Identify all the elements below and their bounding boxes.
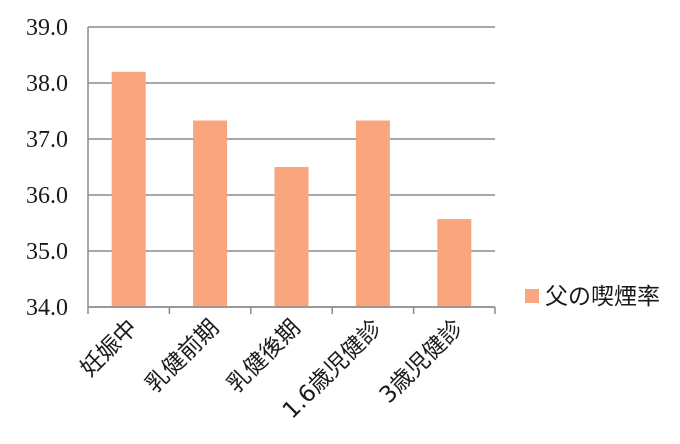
- y-tick-label: 35.0: [26, 239, 68, 265]
- y-tick-label: 34.0: [26, 295, 68, 321]
- bar: [437, 219, 472, 307]
- legend-swatch: [525, 289, 539, 303]
- bar: [355, 120, 390, 308]
- bar: [111, 71, 146, 307]
- y-tick-label: 38.0: [26, 71, 68, 97]
- bar: [274, 167, 309, 307]
- x-tick-label: 乳健前期: [141, 315, 224, 398]
- x-tick-label: 妊娠中: [76, 315, 143, 382]
- y-tick-label: 39.0: [26, 15, 68, 41]
- y-tick-label: 37.0: [26, 127, 68, 153]
- x-tick-label: 乳健後期: [222, 315, 305, 398]
- x-tick-label: 3歳児健診: [375, 315, 469, 409]
- y-tick-label: 36.0: [26, 183, 68, 209]
- legend-label: 父の喫煙率: [545, 284, 660, 310]
- bar: [193, 120, 228, 308]
